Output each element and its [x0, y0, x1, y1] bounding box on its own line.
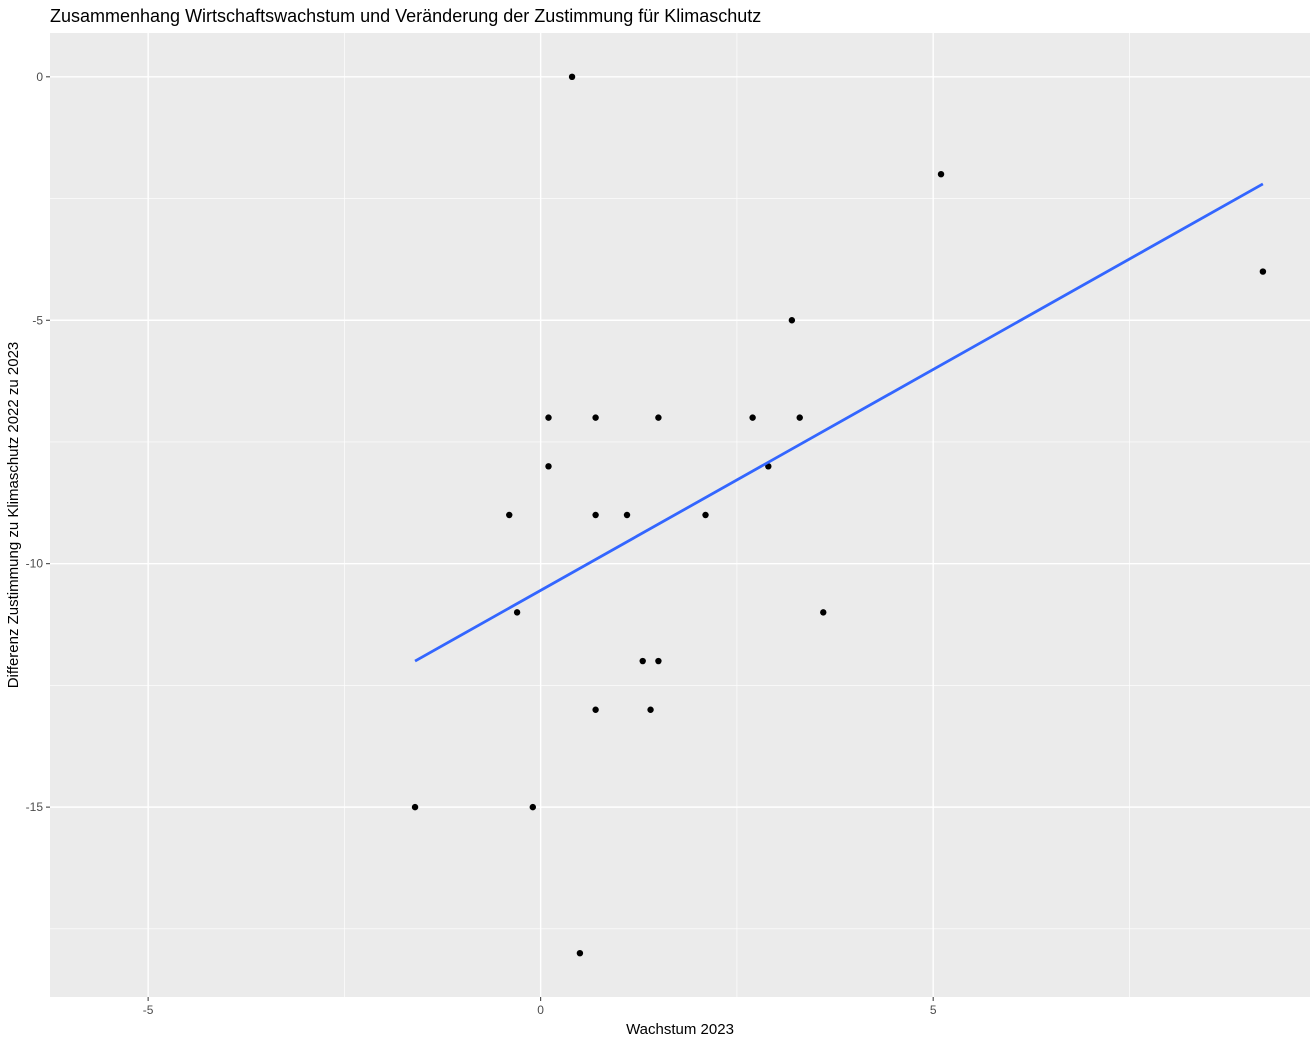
- data-point: [820, 609, 827, 616]
- data-point: [545, 463, 552, 470]
- data-point: [796, 414, 803, 421]
- minor-gridlines: [50, 33, 1310, 997]
- plot-panel: [50, 33, 1310, 997]
- major-gridlines: [50, 33, 1310, 997]
- chart-title: Zusammenhang Wirtschaftswachstum und Ver…: [50, 6, 761, 26]
- data-point: [647, 706, 654, 713]
- data-point: [568, 73, 576, 81]
- data-point: [592, 511, 599, 519]
- data-point: [788, 317, 796, 324]
- y-axis-title: Differenz Zustimmung zu Klimaschutz 2022…: [5, 342, 22, 689]
- x-tick-label: -5: [143, 1003, 154, 1017]
- data-point: [513, 609, 521, 616]
- x-tick-label: 5: [930, 1003, 937, 1017]
- x-tick-label: 0: [537, 1003, 544, 1017]
- y-tick-label: 0: [36, 70, 43, 84]
- data-point: [639, 657, 646, 665]
- data-point: [506, 511, 513, 519]
- data-point: [655, 657, 662, 665]
- data-point: [592, 706, 599, 713]
- data-point: [529, 803, 537, 811]
- y-tick-label: -15: [26, 800, 44, 814]
- trend-line: [414, 182, 1264, 663]
- data-point: [1259, 268, 1267, 275]
- data-point: [592, 414, 599, 421]
- data-point: [749, 414, 756, 421]
- data-point: [545, 414, 552, 421]
- data-point: [655, 414, 662, 421]
- data-point: [623, 511, 631, 519]
- data-point: [576, 949, 584, 957]
- y-axis-ticks: -15 -10 -5 0: [26, 70, 50, 814]
- y-tick-label: -10: [26, 557, 44, 571]
- data-point: [937, 170, 945, 178]
- x-axis-title: Wachstum 2023: [626, 1021, 734, 1038]
- data-point: [411, 803, 419, 811]
- x-axis-ticks: -5 0 5: [143, 997, 937, 1017]
- data-points: [411, 73, 1267, 957]
- data-point: [702, 511, 709, 519]
- y-tick-label: -5: [32, 313, 43, 327]
